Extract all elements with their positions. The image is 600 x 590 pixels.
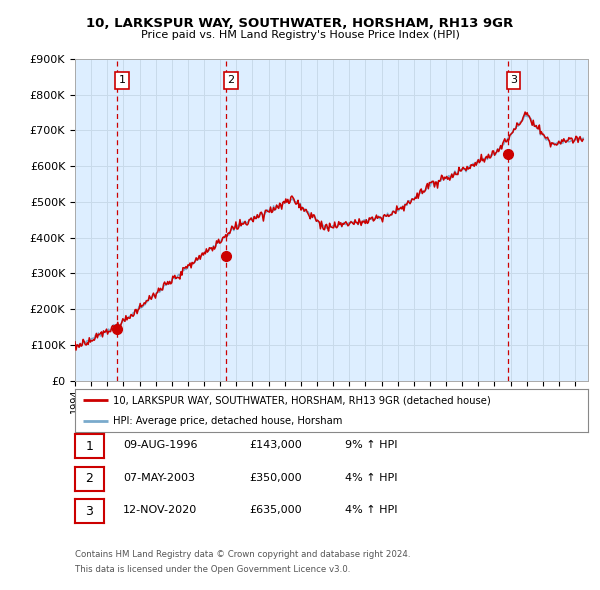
Text: 07-MAY-2003: 07-MAY-2003 — [123, 473, 195, 483]
Text: 09-AUG-1996: 09-AUG-1996 — [123, 441, 197, 450]
Text: Contains HM Land Registry data © Crown copyright and database right 2024.: Contains HM Land Registry data © Crown c… — [75, 550, 410, 559]
Text: £635,000: £635,000 — [249, 506, 302, 515]
Text: £350,000: £350,000 — [249, 473, 302, 483]
Text: 2: 2 — [227, 76, 235, 86]
Text: 9% ↑ HPI: 9% ↑ HPI — [345, 441, 398, 450]
Text: 1: 1 — [85, 440, 94, 453]
Text: 2: 2 — [85, 472, 94, 485]
Text: This data is licensed under the Open Government Licence v3.0.: This data is licensed under the Open Gov… — [75, 565, 350, 574]
Text: Price paid vs. HM Land Registry's House Price Index (HPI): Price paid vs. HM Land Registry's House … — [140, 30, 460, 40]
Text: £143,000: £143,000 — [249, 441, 302, 450]
Text: 1: 1 — [119, 76, 126, 86]
Text: HPI: Average price, detached house, Horsham: HPI: Average price, detached house, Hors… — [113, 416, 343, 426]
Text: 4% ↑ HPI: 4% ↑ HPI — [345, 506, 398, 515]
Text: 3: 3 — [85, 504, 94, 517]
Text: 12-NOV-2020: 12-NOV-2020 — [123, 506, 197, 515]
Text: 4% ↑ HPI: 4% ↑ HPI — [345, 473, 398, 483]
Text: 10, LARKSPUR WAY, SOUTHWATER, HORSHAM, RH13 9GR (detached house): 10, LARKSPUR WAY, SOUTHWATER, HORSHAM, R… — [113, 395, 491, 405]
Text: 10, LARKSPUR WAY, SOUTHWATER, HORSHAM, RH13 9GR: 10, LARKSPUR WAY, SOUTHWATER, HORSHAM, R… — [86, 17, 514, 30]
Text: 3: 3 — [510, 76, 517, 86]
